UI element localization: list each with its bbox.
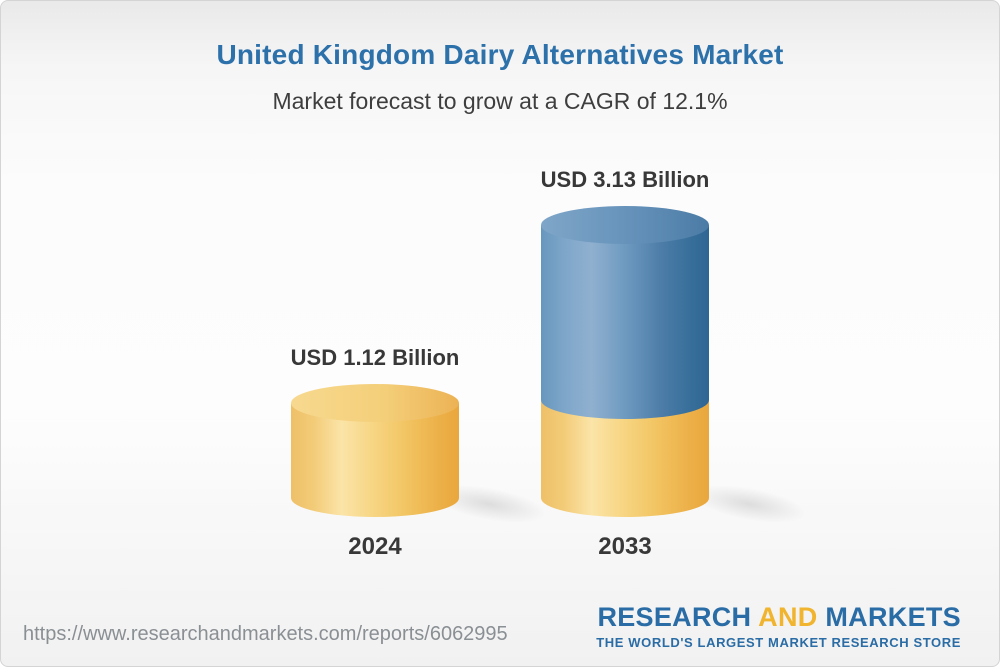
cylinder-2033-growth-segment xyxy=(541,225,709,419)
cylinder-2033-top xyxy=(541,206,709,244)
logo-tagline: THE WORLD'S LARGEST MARKET RESEARCH STOR… xyxy=(596,635,961,650)
cylinder-2033-shadow xyxy=(691,485,807,523)
logo-word-and: AND xyxy=(758,602,818,632)
cylinder-2024-shadow xyxy=(431,485,547,523)
logo-wordmark: RESEARCH AND MARKETS xyxy=(596,604,961,631)
research-and-markets-logo: RESEARCH AND MARKETS THE WORLD'S LARGEST… xyxy=(596,604,961,650)
cylinder-2024 xyxy=(291,384,459,517)
axis-label-2024: 2024 xyxy=(348,533,402,560)
page-title: United Kingdom Dairy Alternatives Market xyxy=(216,39,784,70)
cylinder-2024-top xyxy=(291,384,459,422)
logo-word-research: RESEARCH xyxy=(597,602,752,632)
page-subtitle: Market forecast to grow at a CAGR of 12.… xyxy=(272,88,728,114)
axis-label-2033: 2033 xyxy=(598,533,652,560)
cylinder-2033 xyxy=(541,206,709,517)
cylinder-2024-body xyxy=(291,403,459,517)
value-label-2024: USD 1.12 Billion xyxy=(290,345,460,370)
report-url: https://www.researchandmarkets.com/repor… xyxy=(23,623,508,645)
cylinder-2033-base-segment xyxy=(541,400,709,517)
logo-word-markets: MARKETS xyxy=(825,602,961,632)
value-label-2033: USD 3.13 Billion xyxy=(540,167,710,192)
